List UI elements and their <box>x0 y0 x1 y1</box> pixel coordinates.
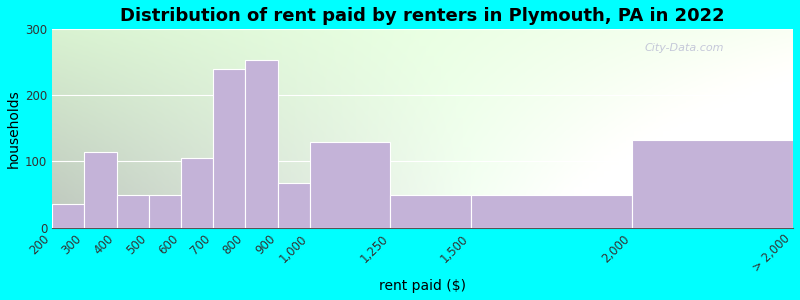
Bar <box>117 194 149 228</box>
Bar <box>310 142 390 228</box>
Bar <box>278 183 310 228</box>
Bar <box>471 194 632 228</box>
Bar <box>214 69 246 228</box>
Bar <box>632 140 793 228</box>
Title: Distribution of rent paid by renters in Plymouth, PA in 2022: Distribution of rent paid by renters in … <box>120 7 725 25</box>
Bar <box>85 152 117 228</box>
Text: City-Data.com: City-Data.com <box>645 43 724 53</box>
Bar <box>149 194 181 228</box>
Bar <box>52 205 85 228</box>
Y-axis label: households: households <box>7 89 21 168</box>
Bar <box>390 194 471 228</box>
Bar <box>181 158 214 228</box>
X-axis label: rent paid ($): rent paid ($) <box>379 279 466 293</box>
Bar <box>246 60 278 228</box>
